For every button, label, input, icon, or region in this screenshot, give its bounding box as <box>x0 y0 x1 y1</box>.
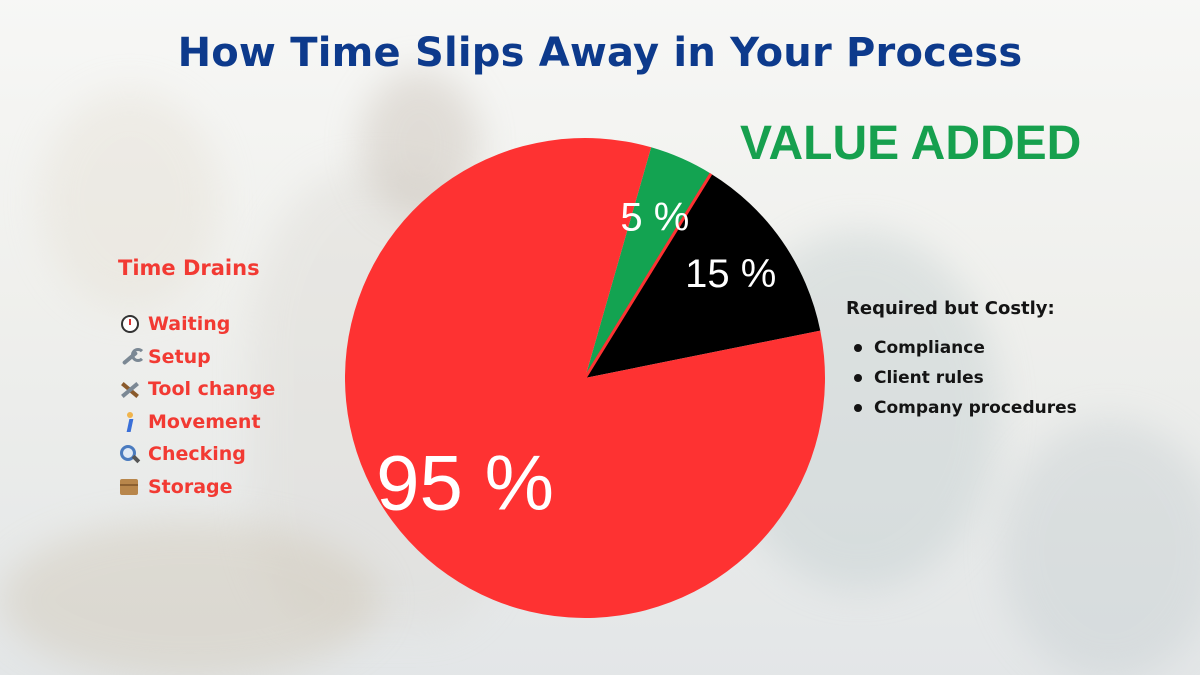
slice-label: 95 % <box>376 438 554 526</box>
person-walking-icon <box>118 411 142 432</box>
pie-slice <box>585 147 711 378</box>
costly-item-label: Client rules <box>874 368 984 388</box>
drain-item-label: Movement <box>148 410 261 433</box>
costly-item: Company procedures <box>854 393 1186 423</box>
drain-item-label: Waiting <box>148 313 231 335</box>
pie-slice <box>585 173 821 378</box>
time-drains-list: Time Drains Waiting Setup Tool change Mo… <box>118 256 358 503</box>
bullet-icon <box>854 404 862 412</box>
drain-item-movement: Movement <box>118 406 358 439</box>
page-title: How Time Slips Away in Your Process <box>177 30 1023 76</box>
magnifying-glass-icon <box>118 444 142 464</box>
costly-item-label: Company procedures <box>874 398 1077 418</box>
package-icon <box>120 478 138 495</box>
stopwatch-icon <box>121 315 139 334</box>
required-but-costly-list: Required but Costly: Compliance Client r… <box>846 298 1186 423</box>
drain-item-storage: Storage <box>118 471 358 504</box>
drain-item-label: Storage <box>148 475 233 498</box>
time-drains-heading: Time Drains <box>118 256 260 280</box>
wrench-icon <box>118 347 145 367</box>
costly-item: Compliance <box>854 333 1186 363</box>
drain-item-checking: Checking <box>118 438 358 471</box>
drain-item-setup: Setup <box>118 341 358 374</box>
slice-label: 5 % <box>620 195 689 239</box>
hammer-and-wrench-icon <box>118 379 142 399</box>
bullet-icon <box>854 344 862 352</box>
slice-separator <box>583 172 713 379</box>
drain-item-tool-change: Tool change <box>118 373 358 406</box>
costly-item: Client rules <box>854 363 1186 393</box>
costly-item-label: Compliance <box>874 338 985 358</box>
drain-item-waiting: Waiting <box>118 308 358 341</box>
value-added-label: VALUE ADDED <box>740 117 1082 170</box>
costly-heading: Required but Costly: <box>846 298 1055 319</box>
slice-label: 15 % <box>685 252 776 296</box>
drain-item-label: Tool change <box>148 378 276 400</box>
drain-item-label: Setup <box>148 345 211 368</box>
drain-item-label: Checking <box>148 443 246 465</box>
bullet-icon <box>854 374 862 382</box>
